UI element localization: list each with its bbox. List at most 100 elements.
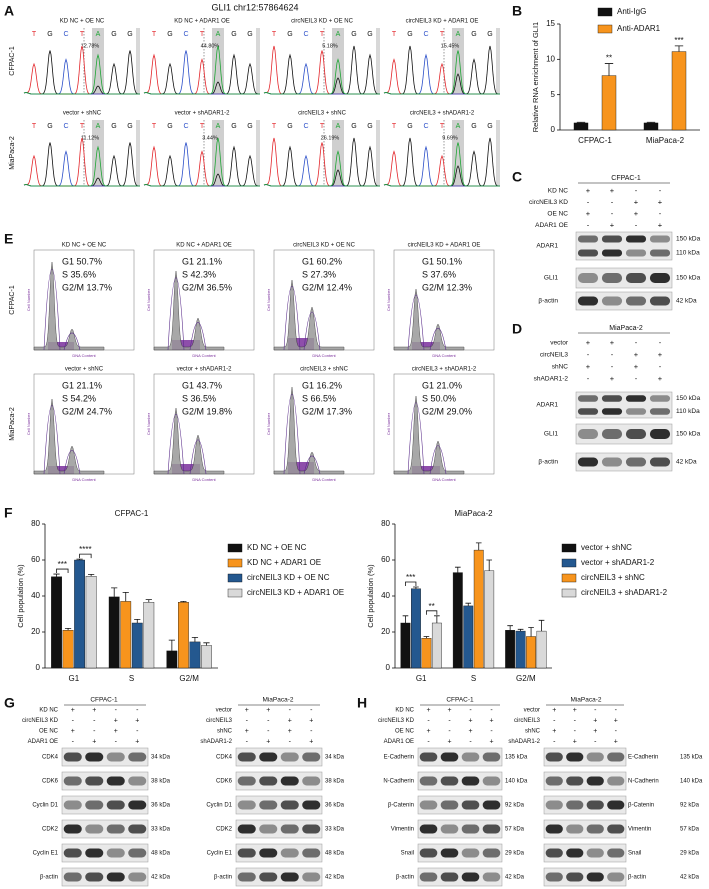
legend-label: Anti-ADAR1 — [617, 24, 661, 33]
condition-label: shADAR1-2 — [534, 376, 569, 383]
flow-stat: G2/M 17.3% — [302, 406, 352, 416]
condition-sign: + — [288, 717, 292, 724]
axis-label: Cell Number — [386, 288, 391, 311]
histogram — [153, 270, 225, 351]
bar — [51, 576, 62, 669]
s-phase — [172, 464, 200, 474]
base-letter: G — [351, 31, 356, 38]
band — [302, 848, 321, 858]
protein-label: Vimentin — [391, 827, 414, 833]
legend-label: KD NC + OE NC — [247, 543, 307, 552]
protein-label: E-Cadherin — [628, 755, 658, 761]
band — [280, 800, 299, 810]
condition-sign: - — [611, 362, 614, 371]
bar — [463, 605, 474, 669]
band — [566, 872, 584, 882]
band — [461, 848, 480, 858]
bar — [671, 51, 687, 131]
trace — [383, 150, 500, 187]
plot-frame — [393, 373, 495, 475]
error-bar — [576, 121, 586, 123]
bracket-label: *** — [406, 573, 415, 582]
blot-strip — [575, 452, 673, 472]
flow-title: vector + shADAR1-2 — [177, 367, 233, 373]
legend-label: vector + shNC — [581, 543, 632, 552]
condition-sign: + — [288, 728, 292, 735]
kda-label: 33 kDa — [151, 827, 171, 833]
trace — [143, 53, 260, 95]
axis-label: Cell Number — [26, 288, 31, 311]
condition-sign: + — [114, 728, 118, 735]
base-letter: G — [127, 31, 132, 38]
g2-fit — [429, 328, 447, 351]
base-letter: G — [111, 123, 116, 130]
trace — [143, 137, 260, 187]
blot-strip — [235, 771, 323, 791]
base-letter: G — [167, 123, 172, 130]
error-bar — [76, 558, 83, 560]
base-letter: A — [336, 31, 341, 38]
band — [106, 776, 125, 786]
base-letter: G — [247, 123, 252, 130]
band — [237, 824, 256, 834]
trailing-shade — [376, 28, 380, 94]
band — [128, 872, 147, 882]
trace — [23, 58, 140, 95]
band — [625, 457, 647, 467]
blot-strip — [575, 423, 673, 445]
flow-stat: G1 21.1% — [62, 380, 102, 390]
panel-label: A — [4, 3, 14, 19]
panel-label: G — [4, 695, 15, 711]
histogram — [33, 398, 105, 475]
kda-label: 57 kDa — [505, 827, 525, 833]
condition-sign: - — [635, 220, 638, 229]
condition-sign: + — [658, 197, 663, 206]
bar — [515, 630, 526, 669]
trailing-shade — [376, 120, 380, 186]
condition-sign: - — [615, 728, 618, 735]
condition-sign: - — [448, 728, 451, 735]
flow-stat: G1 21.0% — [422, 380, 462, 390]
condition-sign: + — [309, 738, 313, 745]
base-letter: A — [456, 31, 461, 38]
base-letter: G — [47, 123, 52, 130]
legend-swatch — [561, 543, 577, 553]
edit-percent: 11.12% — [81, 135, 99, 141]
error-bar — [111, 587, 118, 597]
blot-strip — [543, 867, 627, 887]
band — [577, 296, 599, 306]
condition-sign: - — [587, 374, 590, 383]
blot-strip — [417, 771, 503, 791]
band — [607, 824, 625, 834]
condition-sign: - — [246, 717, 249, 724]
error-bar — [475, 542, 482, 551]
condition-label: circNEIL3 — [206, 718, 233, 724]
kda-label: 33 kDa — [325, 827, 345, 833]
band — [649, 249, 671, 257]
condition-sign: - — [553, 717, 556, 724]
condition-sign: + — [573, 738, 577, 745]
protein-label: CDK6 — [216, 779, 233, 785]
sample-label: circNEIL3 KD + ADAR1 OE — [406, 19, 479, 25]
bracket-label: ** — [429, 602, 435, 611]
protein-label: Cyclin D1 — [206, 803, 232, 809]
condition-sign: - — [587, 350, 590, 359]
condition-sign: + — [586, 338, 591, 347]
band — [128, 776, 147, 786]
band — [237, 776, 256, 786]
trace — [263, 45, 380, 95]
g2-fit — [63, 450, 81, 475]
band — [461, 776, 480, 786]
trace — [143, 142, 260, 187]
base-letter: T — [80, 123, 85, 130]
base-letter: G — [167, 31, 172, 38]
flow-title: circNEIL3 KD + ADAR1 OE — [408, 243, 481, 249]
condition-sign: - — [267, 728, 270, 735]
condition-sign: - — [448, 717, 451, 724]
condition-sign: + — [468, 717, 472, 724]
condition-sign: - — [635, 338, 638, 347]
base-letter: T — [320, 123, 325, 130]
legend-label: circNEIL3 + shADAR1-2 — [581, 588, 668, 597]
axis-label: Cell Number — [146, 288, 151, 311]
edit-percent: 9.69% — [442, 135, 458, 141]
